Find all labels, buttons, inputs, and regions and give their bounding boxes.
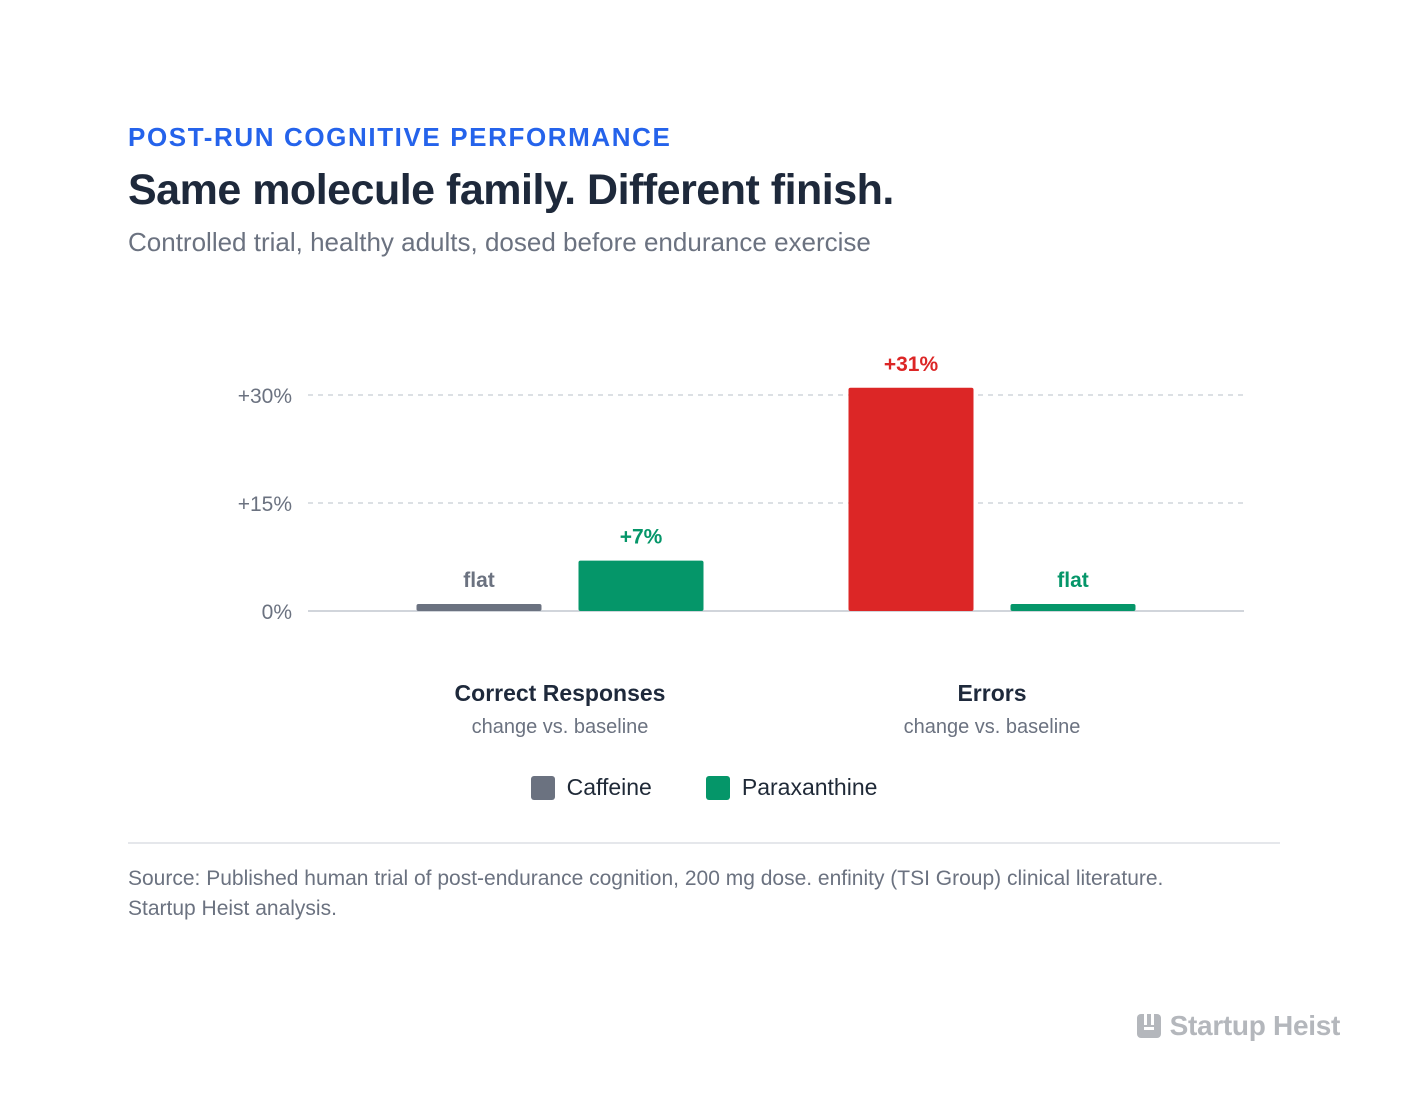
category-sublabel: change vs. baseline [904,716,1081,738]
chart-subtitle: Controlled trial, healthy adults, dosed … [128,227,871,257]
legend: Caffeine Paraxanthine [0,774,1408,801]
data-label: +7% [620,526,663,549]
bar-caffeine-0 [416,604,542,611]
legend-swatch-paraxanthine [705,775,730,800]
data-label: flat [1057,569,1089,592]
eyebrow-label: POST-RUN COGNITIVE PERFORMANCE [128,122,672,152]
bar-paraxanthine-1 [1010,604,1136,611]
legend-label-caffeine: Caffeine [566,774,652,800]
bar-paraxanthine-0 [578,560,704,611]
y-tick-label: +15% [238,493,292,516]
chart-title: Same molecule family. Different finish. [128,166,894,214]
brand-name: Startup Heist [1169,1010,1341,1041]
data-label: flat [463,569,495,592]
y-tick-label: 0% [262,601,292,624]
source-note: Source: Published human trial of post-en… [128,867,1164,920]
data-label: +31% [884,353,939,376]
legend-label-paraxanthine: Paraxanthine [741,774,878,800]
category-label: Errors [957,680,1026,706]
y-tick-label: +30% [238,385,292,408]
footer-divider [128,842,1280,844]
bar-caffeine-1 [848,387,974,611]
legend-item-paraxanthine: Paraxanthine [705,774,878,801]
category-sublabel: change vs. baseline [472,716,649,738]
legend-swatch-caffeine [530,775,555,800]
legend-item-caffeine: Caffeine [530,774,652,801]
brand-logo: Startup Heist [1136,1010,1340,1042]
startup-heist-logo-icon [1136,1014,1161,1038]
bar-chart: 0% +15% +30% flat +7% Correct Responses change… [238,353,1244,738]
category-label: Correct Responses [455,680,666,706]
